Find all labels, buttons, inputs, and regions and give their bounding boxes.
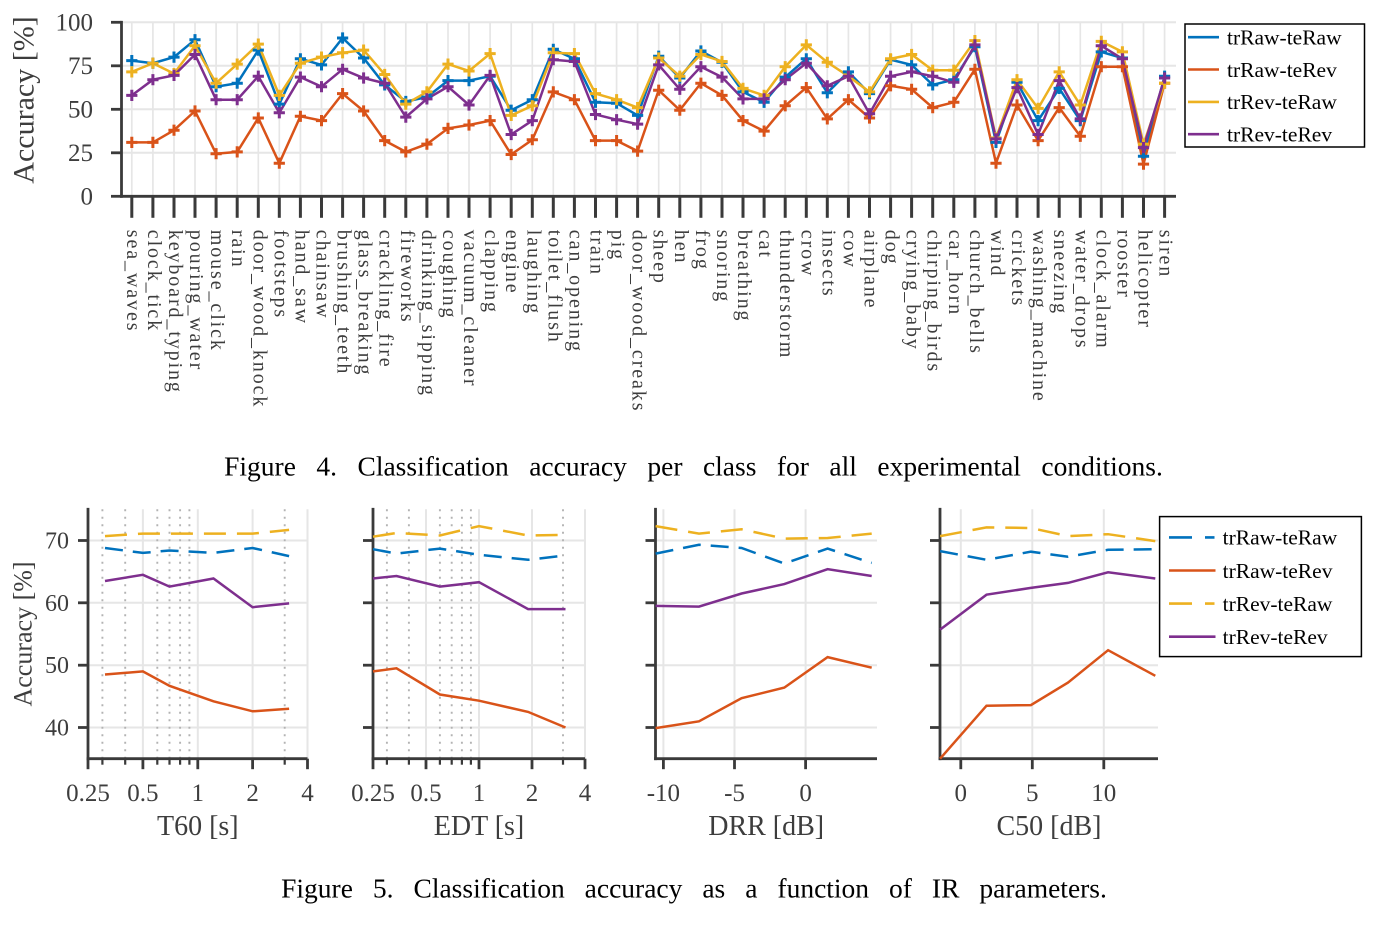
svg-text:crickets: crickets [1007, 230, 1029, 307]
svg-text:0: 0 [799, 780, 812, 807]
svg-text:engine: engine [501, 230, 523, 295]
svg-text:breathing: breathing [733, 230, 755, 323]
svg-text:1: 1 [473, 780, 486, 807]
svg-text:2: 2 [526, 780, 539, 807]
svg-text:cow: cow [838, 230, 860, 269]
svg-text:0.5: 0.5 [410, 780, 441, 807]
svg-text:0.5: 0.5 [127, 780, 158, 807]
svg-text:trRaw-teRev: trRaw-teRev [1223, 559, 1333, 583]
svg-text:coughing: coughing [438, 230, 460, 320]
svg-text:50: 50 [68, 97, 93, 124]
svg-text:door_wood_creaks: door_wood_creaks [628, 230, 650, 413]
svg-text:vacuum_cleaner: vacuum_cleaner [459, 230, 481, 388]
svg-text:footsteps: footsteps [269, 230, 291, 319]
svg-text:laughing: laughing [522, 230, 544, 315]
svg-text:rooster: rooster [1112, 230, 1134, 299]
svg-text:fireworks: fireworks [396, 230, 418, 324]
svg-text:Figure 4. Classification accur: Figure 4. Classification accuracy per cl… [224, 451, 1163, 482]
svg-text:4: 4 [579, 780, 592, 807]
svg-text:trRaw-teRev: trRaw-teRev [1227, 58, 1337, 82]
svg-text:hand_saw: hand_saw [290, 230, 312, 325]
svg-text:dog: dog [881, 230, 903, 266]
svg-text:toilet_flush: toilet_flush [543, 230, 565, 344]
svg-text:100: 100 [56, 10, 94, 37]
svg-text:sneezing: sneezing [1049, 230, 1071, 315]
svg-text:Accuracy [%]: Accuracy [%] [8, 16, 41, 183]
svg-text:sheep: sheep [649, 230, 671, 285]
svg-text:rain: rain [227, 230, 249, 269]
svg-text:crying_baby: crying_baby [902, 230, 924, 351]
svg-text:trRaw-teRaw: trRaw-teRaw [1227, 26, 1342, 50]
svg-text:helicopter: helicopter [1134, 230, 1156, 329]
svg-text:DRR [dB]: DRR [dB] [708, 811, 824, 842]
svg-text:0.25: 0.25 [351, 780, 395, 807]
svg-text:pouring_water: pouring_water [185, 230, 207, 371]
svg-text:75: 75 [68, 53, 93, 80]
svg-text:brushing_teeth: brushing_teeth [333, 230, 355, 375]
svg-text:trRev-teRev: trRev-teRev [1227, 123, 1332, 147]
svg-text:70: 70 [45, 529, 69, 555]
svg-text:trRaw-teRaw: trRaw-teRaw [1223, 526, 1338, 550]
svg-text:EDT [s]: EDT [s] [434, 811, 524, 842]
svg-text:clapping: clapping [480, 230, 502, 314]
svg-text:drinking_sipping: drinking_sipping [417, 230, 439, 397]
svg-text:clock_alarm: clock_alarm [1091, 230, 1113, 350]
svg-text:door_wood_knock: door_wood_knock [248, 230, 270, 408]
svg-text:0.25: 0.25 [66, 780, 110, 807]
svg-text:0: 0 [81, 184, 94, 211]
svg-text:sea_waves: sea_waves [122, 230, 144, 333]
svg-text:Accuracy [%]: Accuracy [%] [9, 561, 38, 706]
svg-text:siren: siren [1155, 230, 1177, 278]
svg-text:-10: -10 [647, 780, 680, 807]
svg-text:-5: -5 [724, 780, 745, 807]
svg-text:4: 4 [301, 780, 314, 807]
svg-text:Figure 5. Classification accur: Figure 5. Classification accuracy as a f… [281, 873, 1107, 904]
svg-text:insects: insects [817, 230, 839, 298]
svg-text:crow: crow [796, 230, 818, 278]
svg-text:trRev-teRaw: trRev-teRaw [1223, 592, 1333, 616]
svg-text:10: 10 [1091, 780, 1116, 807]
svg-text:25: 25 [68, 140, 93, 167]
svg-text:car_horn: car_horn [944, 230, 966, 316]
svg-text:airplane: airplane [860, 230, 882, 310]
svg-text:2: 2 [246, 780, 259, 807]
svg-text:can_opening: can_opening [564, 230, 586, 353]
svg-text:water_drops: water_drops [1070, 230, 1092, 350]
svg-text:snoring: snoring [712, 230, 734, 303]
svg-text:church_bells: church_bells [965, 230, 987, 355]
svg-text:hen: hen [670, 230, 692, 265]
svg-text:cat: cat [754, 230, 776, 259]
svg-text:glass_breaking: glass_breaking [354, 230, 376, 377]
svg-text:frog: frog [691, 230, 713, 271]
svg-text:chirping_birds: chirping_birds [923, 230, 945, 373]
svg-text:washing_machine: washing_machine [1028, 230, 1050, 403]
svg-text:40: 40 [45, 716, 69, 742]
svg-text:trRev-teRev: trRev-teRev [1223, 625, 1328, 649]
svg-text:C50 [dB]: C50 [dB] [997, 811, 1102, 842]
svg-text:crackling_fire: crackling_fire [375, 230, 397, 369]
svg-text:50: 50 [45, 653, 69, 679]
svg-text:T60 [s]: T60 [s] [157, 811, 239, 842]
svg-text:1: 1 [192, 780, 205, 807]
svg-text:clock_tick: clock_tick [143, 230, 165, 332]
svg-text:pig: pig [607, 230, 629, 261]
svg-text:0: 0 [955, 780, 968, 807]
svg-text:5: 5 [1026, 780, 1039, 807]
svg-text:train: train [586, 230, 608, 276]
svg-text:mouse_click: mouse_click [206, 230, 228, 352]
svg-text:chainsaw: chainsaw [312, 230, 334, 320]
svg-text:trRev-teRaw: trRev-teRaw [1227, 90, 1337, 114]
svg-text:keyboard_typing: keyboard_typing [164, 230, 186, 394]
svg-text:wind: wind [986, 230, 1008, 278]
svg-text:60: 60 [45, 591, 69, 617]
svg-text:thunderstorm: thunderstorm [775, 230, 797, 359]
